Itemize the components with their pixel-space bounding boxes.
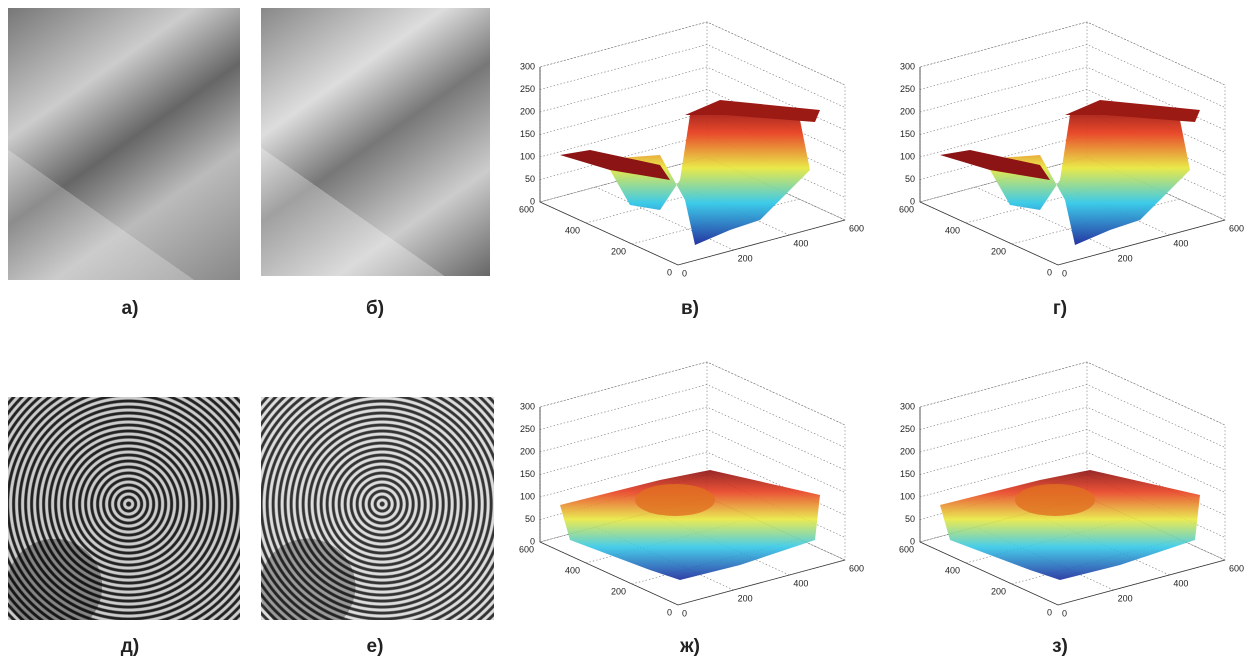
- y-tick-label: 200: [1118, 253, 1133, 263]
- x-tick-label: 600: [899, 204, 914, 214]
- z-tick-label: 100: [900, 491, 915, 501]
- image: [261, 397, 494, 620]
- figure: а) б) в) 0 50 100 150 200 250 300 0 200 400 600 0 200 40…: [0, 0, 1244, 662]
- image: [261, 8, 490, 276]
- y-tick-label: 0: [682, 608, 687, 618]
- surface-peak: [635, 484, 715, 516]
- surface: [590, 105, 810, 245]
- x-tick-label: 600: [519, 204, 534, 214]
- z-tick-label: 200: [900, 106, 915, 116]
- y-tick-label: 0: [682, 268, 687, 278]
- x-tick-label: 400: [945, 225, 960, 235]
- grid-line: [540, 407, 845, 470]
- grid-line: [920, 22, 1225, 85]
- x-tick-label: 0: [667, 607, 672, 617]
- z-tick-label: 50: [905, 514, 915, 524]
- panel-label: е): [367, 636, 384, 658]
- z-tick-label: 50: [525, 174, 535, 184]
- x-tick-label: 0: [1047, 267, 1052, 277]
- z-tick-label: 150: [520, 469, 535, 479]
- panel-label: в): [681, 298, 699, 320]
- surface: [970, 105, 1190, 245]
- z-tick-label: 300: [900, 401, 915, 411]
- z-tick-label: 250: [900, 424, 915, 434]
- x-tick-label: 200: [611, 586, 626, 596]
- y-tick-label: 600: [849, 563, 864, 573]
- grid-line: [540, 362, 845, 425]
- x-tick-label: 600: [899, 544, 914, 554]
- z-tick-label: 300: [520, 61, 535, 71]
- grid-line: [540, 45, 845, 108]
- image: [8, 8, 240, 280]
- y-tick-label: 400: [1173, 578, 1188, 588]
- z-tick-label: 150: [900, 129, 915, 139]
- x-tick-label: 200: [611, 246, 626, 256]
- x-tick-label: 400: [945, 565, 960, 575]
- y-tick-label: 200: [738, 593, 753, 603]
- z-tick-label: 150: [520, 129, 535, 139]
- grid-line: [920, 407, 1225, 470]
- z-tick-label: 200: [520, 106, 535, 116]
- grid-line: [540, 385, 845, 448]
- grid-line: [920, 385, 1225, 448]
- z-tick-label: 250: [900, 84, 915, 94]
- image: [8, 397, 240, 620]
- y-tick-label: 600: [849, 223, 864, 233]
- x-tick-label: 400: [565, 225, 580, 235]
- grid-line: [920, 362, 1225, 425]
- grid-line: [920, 45, 1225, 108]
- z-tick-label: 250: [520, 84, 535, 94]
- y-tick-label: 600: [1229, 223, 1244, 233]
- y-tick-label: 400: [1173, 238, 1188, 248]
- panel-label: а): [122, 298, 139, 320]
- grid-line: [540, 22, 845, 85]
- z-tick-label: 300: [900, 61, 915, 71]
- x-tick-label: 0: [1047, 607, 1052, 617]
- x-tick-label: 0: [667, 267, 672, 277]
- y-tick-label: 200: [738, 253, 753, 263]
- y-tick-label: 600: [1229, 563, 1244, 573]
- y-tick-label: 400: [793, 238, 808, 248]
- panel-label: б): [366, 298, 384, 320]
- x-tick-label: 200: [991, 586, 1006, 596]
- panel-label: ж): [680, 636, 700, 658]
- z-tick-label: 100: [520, 491, 535, 501]
- z-tick-label: 150: [900, 469, 915, 479]
- y-tick-label: 200: [1118, 593, 1133, 603]
- z-tick-label: 300: [520, 401, 535, 411]
- z-tick-label: 100: [520, 151, 535, 161]
- panel-label: з): [1052, 636, 1068, 658]
- z-tick-label: 200: [900, 446, 915, 456]
- x-tick-label: 200: [991, 246, 1006, 256]
- x-tick-label: 600: [519, 544, 534, 554]
- y-tick-label: 0: [1062, 608, 1067, 618]
- z-tick-label: 250: [520, 424, 535, 434]
- z-tick-label: 50: [525, 514, 535, 524]
- y-tick-label: 0: [1062, 268, 1067, 278]
- z-tick-label: 200: [520, 446, 535, 456]
- y-tick-label: 400: [793, 578, 808, 588]
- z-tick-label: 50: [905, 174, 915, 184]
- x-tick-label: 400: [565, 565, 580, 575]
- panel-label: д): [121, 636, 139, 658]
- z-tick-label: 100: [900, 151, 915, 161]
- panel-label: г): [1053, 298, 1067, 320]
- surface-peak: [1015, 484, 1095, 516]
